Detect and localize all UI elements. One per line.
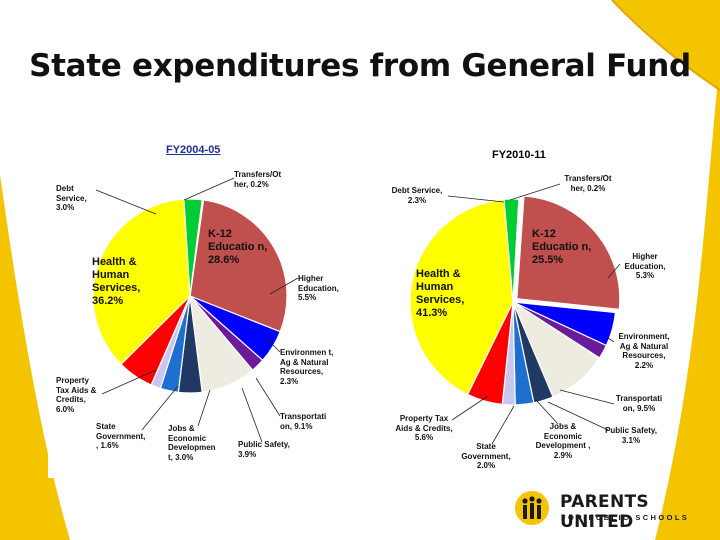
- leader-line-fy2010-4: [547, 401, 609, 431]
- leader-line-fy2010-2: [607, 337, 615, 343]
- label-jobs-2004: Jobs & Economic Developmen t, 3.0%: [168, 424, 216, 462]
- leader-line-fy2004-6: [141, 385, 179, 431]
- leader-line-fy2004-9: [95, 189, 157, 215]
- chart-title-fy2004: FY2004-05: [166, 144, 221, 156]
- label-transportation-2004: Transportati on, 9.1%: [280, 412, 327, 431]
- logo-name: PARENTS UNITED: [560, 492, 649, 532]
- label-debt-2004: Debt Service, 3.0%: [56, 184, 87, 212]
- label-health-2004: Health & Human Services, 36.2%: [92, 256, 141, 307]
- label-state-gov-2004: State Government, , 1.6%: [96, 422, 146, 450]
- yellow-swoosh-left: [0, 175, 70, 540]
- label-transfers-2010: Transfers/Ot her, 0.2%: [564, 174, 612, 193]
- label-transfers-2004: Transfers/Ot her, 0.2%: [234, 170, 282, 189]
- leader-line-fy2010-1: [607, 263, 621, 279]
- pie-slice-fy2010-0: [516, 195, 621, 311]
- label-state-gov-2010: State Government, 2.0%: [461, 442, 511, 470]
- leader-line-fy2010-6: [491, 405, 515, 445]
- label-transportation-2010: Transportati on, 9.5%: [615, 394, 663, 413]
- label-k12-2004: K-12 Educatio n, 28.6%: [208, 228, 268, 266]
- logo-mark-icon: [515, 491, 549, 525]
- label-environment-2010: Environment, Ag & Natural Resources, 2.2…: [618, 332, 670, 370]
- leader-line-fy2010-3: [559, 389, 615, 405]
- leader-line-fy2004-7: [101, 369, 157, 395]
- leader-line-fy2010-9: [447, 195, 505, 203]
- label-public-safety-2004: Public Safety, 3.9%: [238, 440, 290, 459]
- label-environment-2004: Environmen t, Ag & Natural Resources, 2.…: [280, 348, 334, 386]
- label-higher-ed-2004: Higher Education, 5.5%: [298, 274, 339, 302]
- pie-slice-fy2010-8: [409, 198, 514, 396]
- logo-tagline: FOR PUBLIC SCHOOLS: [561, 513, 690, 522]
- leader-line-fy2004-2: [265, 337, 281, 353]
- leader-line-fy2004-10: [183, 177, 235, 201]
- label-health-2010: Health & Human Services, 41.3%: [416, 268, 465, 319]
- label-k12-2010: K-12 Educatio n, 25.5%: [532, 228, 592, 266]
- pie-chart-fy2004: [92, 177, 299, 443]
- charts-panel: FY2004-05 FY2010-11 K-12 Educatio n, 28.…: [48, 138, 670, 478]
- chart-title-fy2010: FY2010-11: [492, 149, 546, 161]
- label-jobs-2010: Jobs & Economic Development , 2.9%: [535, 422, 591, 460]
- pie-slice-fy2004-8: [92, 198, 191, 366]
- yellow-swoosh-top-right: [612, 0, 720, 90]
- leader-line-fy2010-5: [535, 399, 559, 425]
- parents-united-logo: PARENTS UNITED FOR PUBLIC SCHOOLS: [512, 490, 712, 532]
- leader-line-fy2004-5: [197, 389, 211, 427]
- pie-chart-fy2010: [409, 183, 621, 445]
- leader-line-fy2010-7: [451, 395, 489, 421]
- label-debt-2010: Debt Service, 2.3%: [391, 186, 443, 205]
- label-higher-ed-2010: Higher Education, 5.3%: [624, 252, 666, 280]
- leader-line-fy2004-1: [269, 277, 299, 295]
- label-property-tax-2010: Property Tax Aids & Credits, 5.6%: [395, 414, 453, 442]
- leader-line-fy2004-3: [255, 377, 281, 417]
- pie-slice-fy2004-10: [189, 199, 205, 297]
- yellow-swoosh-right: [655, 60, 720, 540]
- leader-line-fy2010-10: [509, 183, 561, 201]
- leader-line-fy2004-4: [241, 387, 263, 443]
- pie-slice-fy2010-10: [512, 198, 521, 303]
- label-public-safety-2010: Public Safety, 3.1%: [605, 426, 657, 445]
- slide-title: State expenditures from General Fund: [29, 48, 691, 84]
- label-property-tax-2004: Property Tax Aids & Credits, 6.0%: [56, 376, 97, 414]
- pie-slice-fy2004-0: [189, 199, 288, 333]
